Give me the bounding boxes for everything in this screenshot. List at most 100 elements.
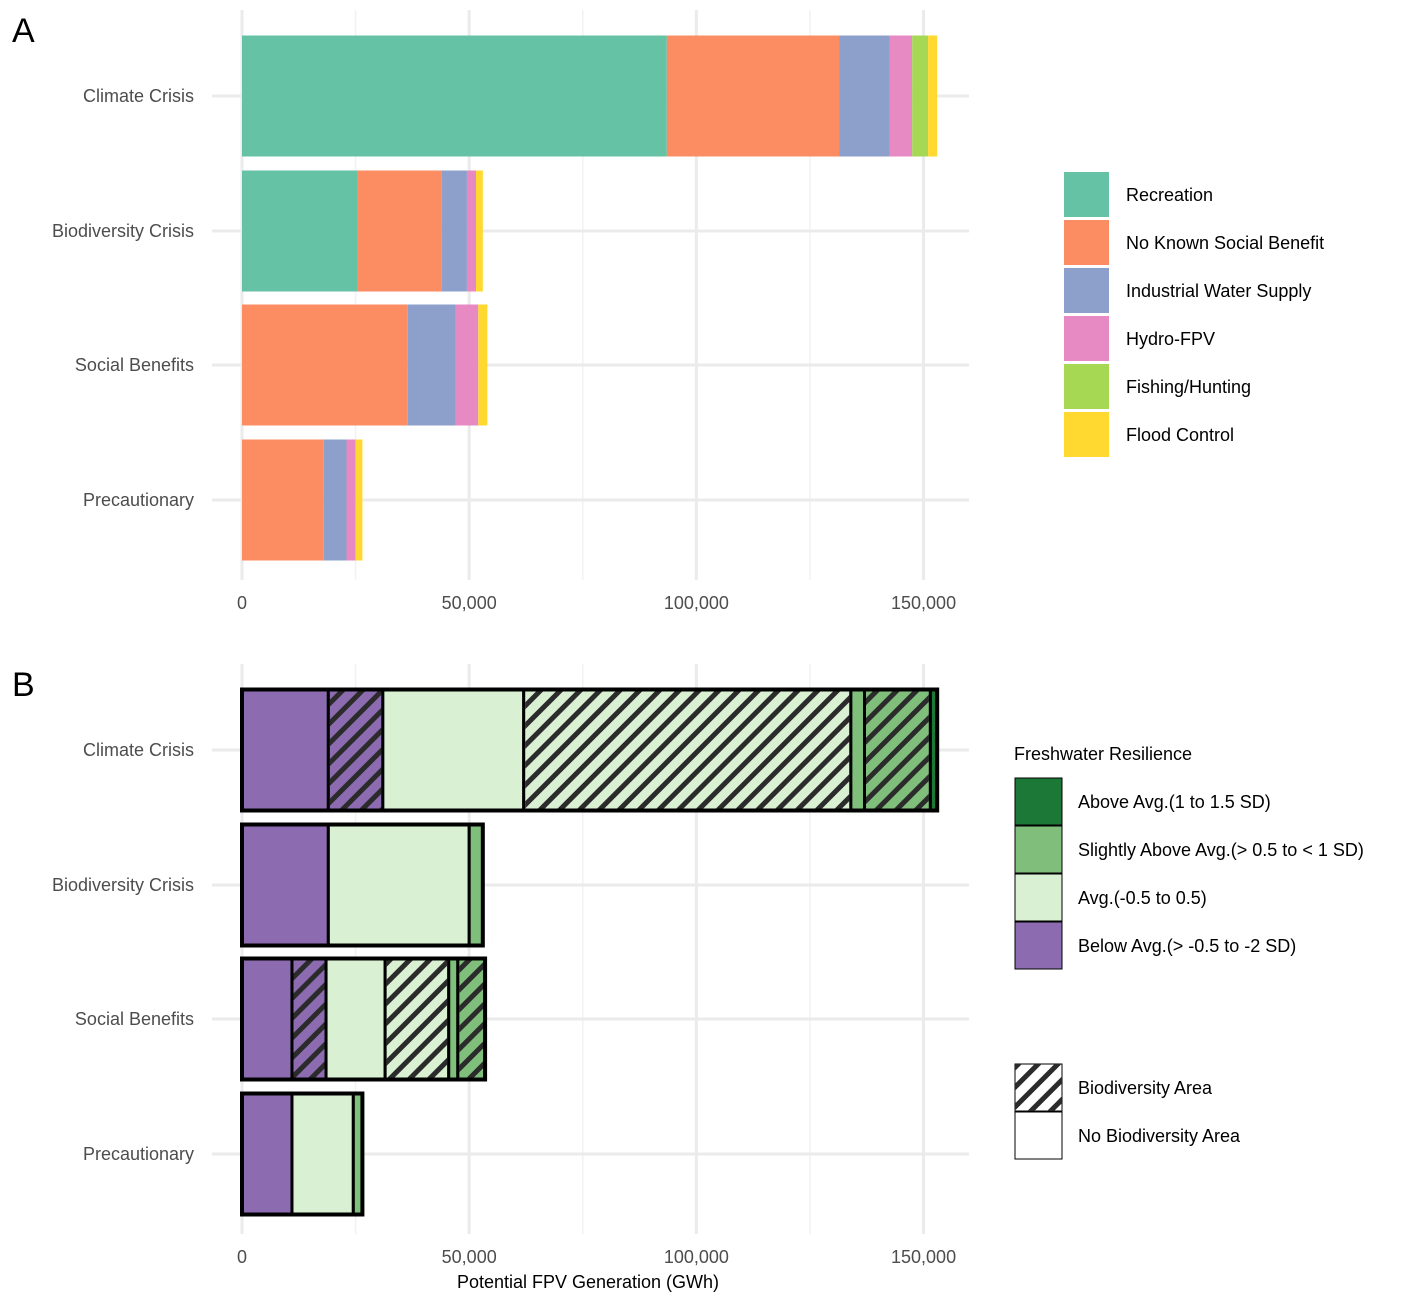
panel-b-x-ticks: 0 50,000 100,000 150,000 [237,1247,956,1267]
legend-label: Below Avg.(> -0.5 to -2 SD) [1078,936,1296,956]
legend-item-biodiversity-area: Biodiversity Area [1014,1063,1213,1112]
bar-segment-industrial-water-supply [407,304,456,426]
legend-label: Recreation [1126,185,1213,205]
panel-b-x-tick-label: 150,000 [891,1247,956,1267]
legend-item-hydro-fpv: Hydro-FPV [1064,316,1215,361]
resilience-legend-title: Freshwater Resilience [1014,744,1192,764]
legend-swatch [1064,316,1109,361]
legend-swatch [1064,364,1109,409]
panel-a-category-label-precautionary: Precautionary [83,490,194,510]
legend-item-above-avg-1-to-1-5-sd: Above Avg.(1 to 1.5 SD) [1014,777,1271,826]
bar-segment-recreation [242,170,358,292]
legend-item-industrial-water-supply: Industrial Water Supply [1064,268,1311,313]
bar-segment-below-avg-0-5-to-2-sd-biodiversity [326,688,385,812]
legend-item-flood-control: Flood Control [1064,412,1234,457]
panel-b-bar-precautionary [240,1091,365,1217]
panel-b-category-label-biodiversity-crisis: Biodiversity Crisis [52,875,194,895]
segment-hatch [459,960,484,1078]
bar-segment-avg-0-5-to-0-5 [324,957,387,1081]
panel-b-x-tick-label: 50,000 [442,1247,497,1267]
bar-segment-below-avg-0-5-to-2-sd [240,957,294,1081]
bar-segment-flood-control [478,304,488,426]
panel-a-bar-biodiversity-crisis [242,170,483,292]
bar-segment-flood-control [355,439,363,561]
bar-segment-below-avg-0-5-to-2-sd [240,688,330,812]
legend-label: Flood Control [1126,425,1234,445]
legend-swatch [1014,777,1063,826]
panel-b-category-label-precautionary: Precautionary [83,1144,194,1164]
bar-segment-industrial-water-supply [323,439,347,561]
bar-outline [240,956,488,1082]
legend-item-fishing-hunting: Fishing/Hunting [1064,364,1251,409]
legend-swatch [1014,825,1063,874]
bar-segment-avg-0-5-to-0-5 [326,823,471,947]
legend-swatch-hatch [1015,1064,1062,1111]
segment-hatch [865,691,929,809]
bar-segment-hydro-fpv [466,170,477,292]
bar-segment-hydro-fpv [889,35,913,157]
panel-a-chart: Climate Crisis Biodiversity Crisis Social … [52,10,969,613]
bar-segment-recreation [242,35,667,157]
bar-segment-avg-0-5-to-0-5 [381,688,526,812]
segment-fill [240,957,294,1081]
segment-fill [240,688,330,812]
segment-fill [326,823,471,947]
legend-label: Above Avg.(1 to 1.5 SD) [1078,792,1271,812]
legend-swatch [1064,220,1109,265]
bar-segment-flood-control [928,35,938,157]
segment-fill [324,957,387,1081]
panel-b-bars [240,687,940,1217]
panel-a-category-labels: Climate Crisis Biodiversity Crisis Social … [52,86,194,510]
biodiversity-legend-items: Biodiversity Area No Biodiversity Area [1014,1063,1241,1160]
segment-fill [240,1092,294,1216]
bar-segment-hydro-fpv [346,439,356,561]
bar-segment-no-known-social-benefit [242,304,408,426]
legend-label: No Known Social Benefit [1126,233,1324,253]
bar-segment-avg-0-5-to-0-5-biodiversity [383,957,451,1081]
bar-segment-slightly-above-avg-0-5-to-1-sd [849,688,866,812]
panel-b-category-labels: Climate Crisis Biodiversity Crisis Social … [52,740,194,1164]
bar-segment-avg-0-5-to-0-5 [290,1092,355,1216]
panel-a-legend: Recreation No Known Social Benefit Industr… [1064,172,1324,457]
panel-a-bars [242,35,938,561]
segment-hatch [525,691,850,809]
segment-fill [290,1092,355,1216]
panel-b-category-label-social-benefits: Social Benefits [75,1009,194,1029]
legend-item-recreation: Recreation [1064,172,1213,217]
segment-fill [381,688,526,812]
panel-label-b: B [12,666,35,704]
bar-segment-below-avg-0-5-to-2-sd [240,1092,294,1216]
bar-segment-no-known-social-benefit [666,35,840,157]
panel-a-x-tick-label: 100,000 [664,593,729,613]
segment-fill [467,823,485,947]
legend-item-below-avg-0-5-to-2-sd: Below Avg.(> -0.5 to -2 SD) [1014,921,1296,970]
panel-b-category-label-climate-crisis: Climate Crisis [83,740,194,760]
segment-hatch [386,960,448,1078]
bar-segment-avg-0-5-to-0-5-biodiversity [522,688,853,812]
legend-label: Fishing/Hunting [1126,377,1251,397]
bar-segment-industrial-water-supply [441,170,467,292]
legend-swatch [1064,268,1109,313]
legend-label: Biodiversity Area [1078,1078,1213,1098]
legend-label: Avg.(-0.5 to 0.5) [1078,888,1207,908]
bar-outline [240,1091,365,1217]
panel-b-bar-social-benefits [240,956,488,1082]
bar-segment-below-avg-0-5-to-2-sd [240,823,330,947]
legend-swatch [1014,921,1063,970]
legend-swatch [1064,172,1109,217]
segment-hatch [293,960,325,1078]
bar-segment-slightly-above-avg-0-5-to-1-sd-biodiversity [456,957,487,1081]
legend-label: Slightly Above Avg.(> 0.5 to < 1 SD) [1078,840,1364,860]
panel-a-category-label-climate-crisis: Climate Crisis [83,86,194,106]
panel-a-bar-climate-crisis [242,35,938,157]
panel-b-x-tick-label: 0 [237,1247,247,1267]
bar-segment-fishing-hunting [912,35,929,157]
legend-item-no-biodiversity-area: No Biodiversity Area [1014,1111,1241,1160]
panel-a-x-tick-label: 150,000 [891,593,956,613]
panel-b-bar-climate-crisis [240,687,940,813]
panel-a-x-tick-label: 0 [237,593,247,613]
segment-fill [849,688,866,812]
panel-b-x-axis-title: Potential FPV Generation (GWh) [457,1272,719,1292]
panel-a-x-ticks: 0 50,000 100,000 150,000 [237,593,956,613]
